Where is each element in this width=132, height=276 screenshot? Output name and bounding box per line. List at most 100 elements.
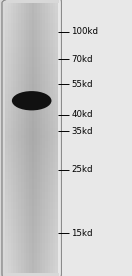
Bar bbox=[55, 43, 58, 47]
Bar bbox=[13, 100, 16, 104]
Bar bbox=[48, 60, 50, 64]
Bar bbox=[50, 91, 53, 94]
Bar bbox=[13, 138, 16, 141]
Bar bbox=[50, 118, 53, 121]
Bar bbox=[21, 77, 24, 81]
Bar bbox=[24, 121, 27, 124]
Bar bbox=[18, 57, 21, 60]
Bar bbox=[26, 53, 29, 57]
Bar bbox=[55, 148, 58, 152]
Bar bbox=[11, 243, 13, 246]
Bar bbox=[11, 148, 13, 152]
Bar bbox=[8, 270, 11, 273]
Bar bbox=[13, 134, 16, 138]
Bar bbox=[8, 104, 11, 108]
Bar bbox=[53, 80, 56, 84]
Bar bbox=[37, 219, 40, 222]
Bar bbox=[32, 111, 35, 114]
Bar bbox=[45, 175, 48, 179]
Bar bbox=[26, 222, 29, 226]
Bar bbox=[48, 263, 50, 267]
Bar bbox=[40, 165, 43, 168]
Bar bbox=[5, 30, 8, 33]
Bar bbox=[29, 13, 32, 16]
Bar bbox=[48, 9, 50, 13]
Bar bbox=[34, 6, 37, 9]
Bar bbox=[24, 249, 27, 253]
Bar bbox=[13, 270, 16, 273]
Bar bbox=[40, 2, 43, 6]
Bar bbox=[45, 80, 48, 84]
Bar bbox=[29, 33, 32, 37]
Bar bbox=[18, 111, 21, 114]
Bar bbox=[42, 131, 45, 135]
Bar bbox=[11, 229, 13, 233]
Bar bbox=[8, 50, 11, 54]
Bar bbox=[29, 172, 32, 175]
Bar bbox=[42, 263, 45, 267]
Bar bbox=[5, 124, 8, 128]
Bar bbox=[26, 249, 29, 253]
Bar bbox=[50, 270, 53, 273]
Bar bbox=[16, 36, 19, 40]
Bar bbox=[32, 50, 35, 54]
Bar bbox=[13, 40, 16, 43]
Bar bbox=[37, 97, 40, 101]
Bar bbox=[50, 138, 53, 141]
Bar bbox=[5, 253, 8, 256]
Bar bbox=[21, 243, 24, 246]
Bar bbox=[29, 53, 32, 57]
Bar bbox=[42, 134, 45, 138]
Bar bbox=[24, 182, 27, 185]
Bar bbox=[42, 40, 45, 43]
Bar bbox=[32, 63, 35, 67]
Bar bbox=[53, 60, 56, 64]
Bar bbox=[53, 158, 56, 162]
Bar bbox=[8, 26, 11, 30]
Bar bbox=[13, 168, 16, 172]
Bar bbox=[45, 256, 48, 260]
Bar bbox=[34, 145, 37, 148]
Bar bbox=[45, 6, 48, 9]
Bar bbox=[11, 100, 13, 104]
Bar bbox=[18, 229, 21, 233]
Bar bbox=[21, 141, 24, 145]
Bar bbox=[18, 145, 21, 148]
Bar bbox=[40, 212, 43, 216]
Bar bbox=[45, 253, 48, 256]
Bar bbox=[53, 121, 56, 124]
Bar bbox=[40, 168, 43, 172]
Bar bbox=[50, 70, 53, 74]
Bar bbox=[26, 259, 29, 263]
Bar bbox=[45, 202, 48, 206]
Bar bbox=[5, 6, 8, 9]
Bar bbox=[32, 73, 35, 77]
Bar bbox=[11, 70, 13, 74]
Bar bbox=[48, 199, 50, 202]
Bar bbox=[24, 229, 27, 233]
Bar bbox=[45, 30, 48, 33]
Bar bbox=[5, 40, 8, 43]
Bar bbox=[37, 266, 40, 270]
Bar bbox=[45, 60, 48, 64]
Bar bbox=[29, 121, 32, 124]
Bar bbox=[50, 222, 53, 226]
Bar bbox=[37, 151, 40, 155]
Bar bbox=[5, 158, 8, 162]
Bar bbox=[50, 205, 53, 209]
Bar bbox=[55, 114, 58, 118]
Bar bbox=[53, 182, 56, 185]
Bar bbox=[13, 131, 16, 135]
Bar bbox=[29, 145, 32, 148]
Bar bbox=[24, 253, 27, 256]
Bar bbox=[29, 229, 32, 233]
Bar bbox=[29, 94, 32, 97]
Bar bbox=[29, 63, 32, 67]
Bar bbox=[53, 145, 56, 148]
Bar bbox=[42, 23, 45, 26]
Bar bbox=[48, 114, 50, 118]
Bar bbox=[48, 16, 50, 20]
Text: 40kd: 40kd bbox=[71, 110, 93, 119]
Bar bbox=[48, 161, 50, 165]
Bar bbox=[8, 259, 11, 263]
